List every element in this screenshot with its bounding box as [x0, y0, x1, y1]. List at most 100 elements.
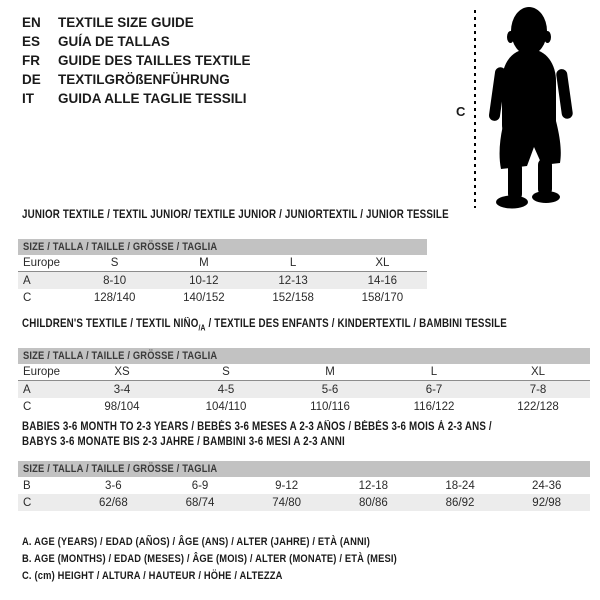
language-guide-title: GUÍA DE TALLAS [58, 34, 170, 49]
size-table-header-bar: SIZE / TALLA / TAILLE / GRÖSSE / TAGLIA [18, 348, 590, 364]
size-value-cell: L [289, 257, 297, 269]
language-item-es: ES GUÍA DE TALLAS [22, 32, 251, 51]
section-title-text: JUNIOR TEXTILE / TEXTIL JUNIOR/ TEXTILE … [22, 209, 449, 221]
size-value-cell: 98/104 [104, 400, 140, 413]
size-value-cell: 128/140 [93, 291, 136, 304]
size-value-cell: 3-4 [113, 383, 131, 396]
size-value-cell: 6-9 [191, 479, 209, 492]
size-value-cell: M [325, 366, 335, 378]
size-value-cell: 8-10 [103, 274, 127, 287]
language-code: DE [22, 72, 41, 87]
size-value-cell: 104/110 [205, 400, 247, 413]
size-value-cell: XS [114, 366, 130, 378]
size-table-header-label: SIZE / TALLA / TAILLE / GRÖSSE / TAGLIA [23, 350, 218, 362]
table-row-b: B 3-6 6-9 9-12 12-18 18-24 24-36 [18, 477, 590, 494]
size-value-cell: S [110, 257, 119, 269]
section-junior: JUNIOR TEXTILE / TEXTIL JUNIOR/ TEXTILE … [18, 208, 524, 306]
size-value-cell: 80/86 [358, 496, 388, 509]
size-value-cell: 18-24 [445, 479, 475, 492]
language-guide-title: TEXTILE SIZE GUIDE [58, 15, 194, 30]
language-list: EN TEXTILE SIZE GUIDE ES GUÍA DE TALLAS FR GU… [22, 13, 251, 108]
size-value-cell: 92/98 [532, 496, 562, 509]
language-guide-title: GUIDA ALLE TAGLIE TESSILI [58, 91, 247, 106]
table-row-c: C 128/140 140/152 152/158 158/170 [18, 289, 427, 306]
table-row-c: C 98/104 104/110 110/116 116/122 122/128 [18, 398, 590, 415]
row-label: A [23, 274, 31, 287]
language-guide-title: TEXTILGRÖßENFÜHRUNG [58, 72, 230, 87]
table-row-a: A 3-4 4-5 5-6 6-7 7-8 [18, 381, 590, 398]
size-value-cell: 5-6 [321, 383, 339, 396]
section-title-text: CHILDREN'S TEXTILE / TEXTIL NIÑO [22, 318, 199, 330]
table-row-europe: Europe S M L XL [18, 255, 427, 272]
toddler-silhouette-icon [489, 7, 573, 209]
section-title-babies: BABIES 3-6 MONTH TO 2-3 YEARS / BEBÉS 3-… [22, 420, 590, 450]
size-value-cell: 110/116 [310, 400, 350, 413]
size-table-babies: SIZE / TALLA / TAILLE / GRÖSSE / TAGLIA B… [18, 461, 590, 511]
size-value-cell: 62/68 [98, 496, 128, 509]
size-value-cell: M [199, 257, 209, 269]
size-table-header-label: SIZE / TALLA / TAILLE / GRÖSSE / TAGLIA [23, 463, 218, 475]
size-value-cell: 9-12 [275, 479, 299, 492]
section-title-line: CHILDREN'S TEXTILE / TEXTIL NIÑO/A / TEX… [22, 317, 507, 332]
section-children: CHILDREN'S TEXTILE / TEXTIL NIÑO/A / TEX… [18, 317, 593, 415]
language-code: FR [22, 53, 40, 68]
language-code: EN [22, 15, 41, 30]
size-value-cell: 68/74 [185, 496, 215, 509]
section-title-line: JUNIOR TEXTILE / TEXTIL JUNIOR/ TEXTILE … [22, 208, 449, 223]
row-label: C [23, 496, 32, 509]
row-label: Europe [23, 366, 61, 378]
language-item-de: DE TEXTILGRÖßENFÜHRUNG [22, 70, 251, 89]
height-measure-dotted-line [474, 10, 476, 208]
language-code: IT [22, 91, 34, 106]
size-value-cell: XL [530, 366, 546, 378]
size-value-cell: 7-8 [529, 383, 547, 396]
legend-note-c: C. (cm) HEIGHT / ALTURA / HAUTEUR / HÖHE… [22, 570, 283, 582]
size-table-junior: SIZE / TALLA / TAILLE / GRÖSSE / TAGLIA E… [18, 239, 427, 306]
table-row-c: C 62/68 68/74 74/80 80/86 86/92 92/98 [18, 494, 590, 511]
size-value-cell: 14-16 [367, 274, 398, 287]
size-value-cell: 24-36 [531, 479, 562, 492]
section-title-text: / TEXTILE DES ENFANTS / KINDERTEXTIL / B… [205, 318, 508, 330]
language-item-fr: FR GUIDE DES TAILLES TEXTILE [22, 51, 251, 70]
size-value-cell: 140/152 [183, 291, 225, 304]
language-item-en: EN TEXTILE SIZE GUIDE [22, 13, 251, 32]
table-row-europe: Europe XS S M L XL [18, 364, 590, 381]
section-title-text: BABIES 3-6 MONTH TO 2-3 YEARS / BEBÉS 3-… [22, 421, 492, 433]
size-table-header-label: SIZE / TALLA / TAILLE / GRÖSSE / TAGLIA [23, 241, 218, 253]
height-dimension-label: C [456, 104, 466, 119]
language-item-it: IT GUIDA ALLE TAGLIE TESSILI [22, 89, 251, 108]
row-label: C [23, 400, 32, 413]
legend-note-a: A. AGE (YEARS) / EDAD (AÑOS) / ÂGE (ANS)… [22, 536, 370, 548]
size-value-cell: 3-6 [105, 479, 122, 492]
size-table-header-bar: SIZE / TALLA / TAILLE / GRÖSSE / TAGLIA [18, 239, 427, 255]
size-value-cell: 158/170 [361, 291, 404, 304]
size-table-children: SIZE / TALLA / TAILLE / GRÖSSE / TAGLIA E… [18, 348, 590, 415]
size-value-cell: 12-13 [278, 274, 308, 287]
size-value-cell: L [430, 366, 438, 378]
size-value-cell: 116/122 [413, 400, 455, 413]
section-title-line: BABIES 3-6 MONTH TO 2-3 YEARS / BEBÉS 3-… [22, 420, 505, 435]
legend-notes: A. AGE (YEARS) / EDAD (AÑOS) / ÂGE (ANS)… [22, 534, 463, 585]
size-value-cell: 122/128 [517, 400, 559, 413]
size-value-cell: 10-12 [189, 274, 219, 287]
size-value-cell: 86/92 [445, 496, 475, 509]
size-value-cell: 6-7 [425, 383, 443, 396]
section-title-subscript: /A [198, 323, 206, 333]
section-title-line: BABYS 3-6 MONATE BIS 2-3 JAHRE / BAMBINI… [22, 435, 505, 450]
row-label: A [23, 383, 31, 396]
size-value-cell: XL [375, 257, 390, 269]
size-value-cell: 4-5 [217, 383, 235, 396]
size-value-cell: 74/80 [272, 496, 302, 509]
section-title-junior: JUNIOR TEXTILE / TEXTIL JUNIOR/ TEXTILE … [22, 208, 524, 223]
section-babies: BABIES 3-6 MONTH TO 2-3 YEARS / BEBÉS 3-… [18, 420, 590, 511]
row-label: Europe [23, 257, 61, 269]
size-value-cell: 12-18 [358, 479, 389, 492]
legend-note-b: B. AGE (MONTHS) / EDAD (MESES) / ÂGE (MO… [22, 553, 397, 565]
size-value-cell: S [222, 366, 230, 378]
language-guide-title: GUIDE DES TAILLES TEXTILE [58, 53, 251, 68]
row-label: C [23, 291, 32, 304]
language-code: ES [22, 34, 41, 49]
section-title-children: CHILDREN'S TEXTILE / TEXTIL NIÑO/A / TEX… [22, 317, 593, 332]
table-row-a: A 8-10 10-12 12-13 14-16 [18, 272, 427, 289]
